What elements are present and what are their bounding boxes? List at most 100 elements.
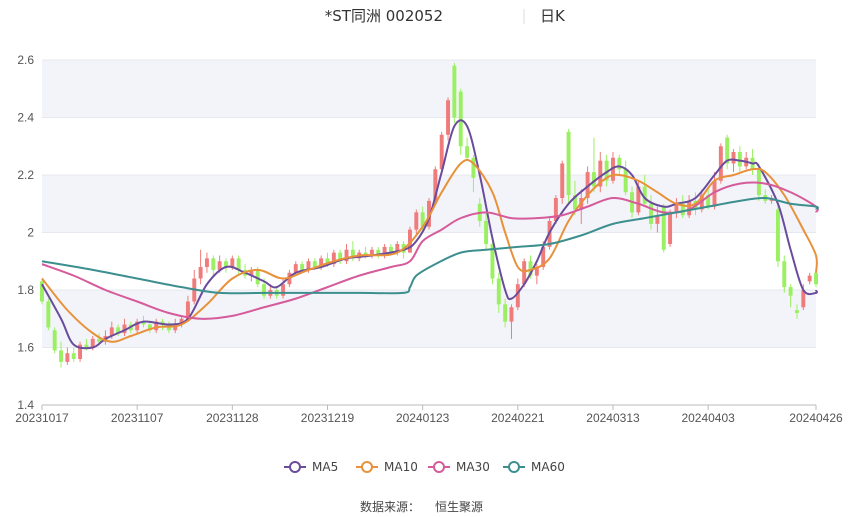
candle	[46, 298, 51, 331]
candle	[211, 255, 216, 276]
candle-body	[300, 264, 305, 270]
candle-body	[331, 252, 336, 265]
legend-label-ma10: MA10	[384, 460, 418, 474]
candle-body	[814, 272, 818, 285]
candle-body	[807, 275, 812, 282]
candle-body	[198, 267, 203, 279]
candle-body	[230, 258, 235, 267]
candle-body	[40, 281, 44, 302]
y-tick-label: 2.6	[17, 53, 34, 67]
candle-body	[775, 209, 780, 262]
x-tick-label: 20240403	[681, 411, 735, 425]
candle	[484, 212, 489, 250]
candle	[649, 195, 654, 230]
candle-body	[52, 330, 57, 351]
candle	[439, 131, 444, 175]
candle	[376, 246, 381, 259]
x-tick-label: 20240426	[789, 411, 843, 425]
candle-body	[338, 252, 343, 262]
candle-body	[617, 157, 622, 170]
candle-body	[408, 229, 412, 253]
x-tick-label: 20240313	[586, 411, 640, 425]
candle	[585, 166, 590, 204]
candle	[623, 160, 628, 196]
legend-item-ma5[interactable]: MA5	[284, 460, 338, 474]
candle	[331, 249, 336, 267]
y-tick-label: 1.8	[17, 283, 34, 297]
candle-body	[262, 284, 267, 296]
candle-body	[427, 200, 431, 227]
candle	[598, 152, 603, 193]
x-tick-label: 20231128	[206, 411, 259, 425]
candle-body	[255, 269, 260, 285]
candle-body	[737, 152, 742, 167]
candle-body	[46, 301, 51, 328]
candle-body	[509, 307, 514, 322]
candle-body	[59, 350, 63, 362]
legend-marker-ma10	[361, 461, 373, 473]
series-line-ma60	[41, 196, 819, 295]
candle-body	[458, 91, 463, 147]
legend-item-ma60[interactable]: MA60	[503, 460, 565, 474]
legend-item-ma30[interactable]: MA30	[428, 460, 490, 474]
candle-body	[281, 284, 286, 296]
candle	[338, 249, 343, 265]
y-axis: 1.4 1.6 1.8 2 2.2 2.4 2.6	[17, 53, 34, 412]
candle	[78, 341, 83, 362]
period-label[interactable]: 日K	[540, 7, 566, 25]
candle	[287, 269, 292, 288]
candle-body	[319, 258, 324, 267]
legend-label-ma5: MA5	[312, 460, 338, 474]
candle-body	[560, 163, 565, 198]
candle-body	[173, 324, 178, 331]
candle-body	[211, 258, 216, 270]
candle	[224, 258, 228, 273]
candle-body	[788, 287, 793, 296]
candle-body	[718, 146, 723, 181]
series-line-ma30	[41, 181, 819, 320]
legend-marker-ma30	[433, 461, 445, 473]
candle-body	[369, 249, 374, 256]
candle	[65, 347, 70, 365]
candle-body	[312, 261, 317, 267]
candle	[604, 154, 609, 187]
y-tick-label: 2.2	[17, 168, 34, 182]
candle	[458, 88, 463, 155]
candle-body	[534, 267, 539, 276]
candle	[674, 198, 679, 219]
candle	[122, 318, 127, 336]
x-tick-label: 20231017	[15, 411, 69, 425]
candle-body	[224, 261, 228, 267]
candle-body	[484, 221, 489, 244]
candle-body	[420, 212, 425, 227]
candle-body	[725, 137, 730, 164]
candle-body	[668, 212, 673, 244]
candle	[382, 244, 387, 259]
candle-body	[452, 65, 457, 118]
candle-body	[65, 353, 70, 362]
series-line-ma5	[41, 119, 818, 350]
candle-body	[141, 321, 146, 325]
candle	[154, 318, 159, 334]
candle-body	[680, 203, 685, 216]
series-line-ma10	[41, 158, 818, 343]
candle-body	[376, 249, 381, 256]
candle-body	[135, 321, 140, 331]
candle	[737, 146, 742, 173]
candle	[782, 255, 787, 293]
source-label: 数据来源：	[360, 499, 420, 514]
candle-body	[585, 172, 590, 198]
y-tick-label: 2.4	[17, 111, 34, 125]
candle-body	[795, 310, 799, 313]
candle	[135, 318, 140, 334]
candle-body	[515, 284, 520, 308]
candle	[446, 97, 450, 141]
candle	[725, 134, 730, 170]
candle-body	[465, 146, 470, 158]
candle	[471, 154, 476, 193]
legend-item-ma10[interactable]: MA10	[356, 460, 418, 474]
candle	[414, 209, 419, 236]
candle-body	[731, 152, 736, 164]
candle-body	[439, 134, 444, 170]
